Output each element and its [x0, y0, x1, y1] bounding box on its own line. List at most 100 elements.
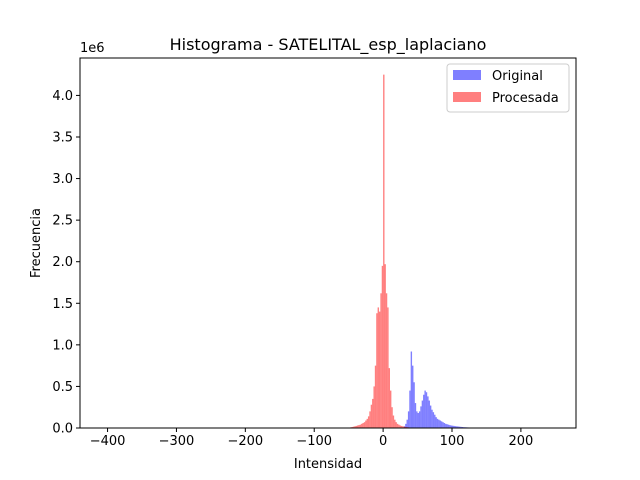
bar-procesada: [383, 74, 385, 428]
bar-procesada: [356, 425, 359, 428]
bar-procesada: [361, 423, 363, 428]
bar-original: [405, 423, 407, 428]
bar-procesada: [376, 313, 378, 428]
legend-swatch-procesada: [453, 92, 481, 102]
y-tick-label: 1.5: [52, 297, 73, 312]
bar-procesada: [380, 293, 382, 428]
x-axis-label: Intensidad: [294, 457, 362, 472]
bar-procesada: [381, 265, 384, 428]
y-tick-label: 3.0: [52, 172, 73, 187]
bar-procesada: [373, 386, 375, 428]
bar-original: [436, 418, 439, 428]
legend-label-original: Original: [492, 69, 543, 84]
bar-procesada: [362, 423, 364, 428]
bar-original: [457, 426, 459, 428]
bar-original: [450, 425, 452, 428]
y-tick-label: 2.5: [52, 214, 73, 229]
bar-original: [421, 400, 424, 428]
bar-original: [429, 405, 432, 428]
bar-original: [446, 424, 448, 428]
legend-swatch-original: [453, 70, 481, 80]
bar-procesada: [398, 424, 400, 428]
bar-original: [420, 406, 422, 428]
bar-procesada: [369, 411, 371, 428]
x-tick-label: −400: [90, 434, 126, 449]
bar-procesada: [392, 415, 395, 428]
x-tick-label: −200: [227, 434, 263, 449]
bar-original: [432, 412, 435, 428]
bar-original: [431, 409, 433, 428]
y-tick-label: 2.0: [52, 255, 73, 270]
bar-original: [453, 425, 455, 428]
x-axis-ticks: −400 −300 −200 −100 0 100 200: [90, 428, 533, 449]
x-tick-label: 0: [379, 434, 387, 449]
x-tick-label: 100: [440, 434, 465, 449]
bar-original: [407, 411, 410, 428]
bar-original: [428, 400, 430, 428]
bar-original: [434, 414, 436, 428]
y-axis-ticks: 0.0 0.5 1.0 1.5 2.0 2.5 3.0 3.5 4.0: [52, 89, 80, 437]
bar-original: [414, 403, 417, 428]
bar-procesada: [387, 307, 389, 428]
bar-procesada: [385, 293, 388, 428]
bar-procesada: [396, 423, 399, 428]
bar-procesada: [399, 425, 402, 428]
bar-procesada: [372, 398, 374, 428]
bar-original: [417, 413, 419, 428]
bar-original: [445, 423, 447, 428]
bars-group: [348, 74, 477, 428]
bar-procesada: [388, 368, 390, 428]
y-axis-label: Frecuencia: [29, 208, 44, 278]
bar-original: [418, 411, 421, 428]
bar-procesada: [394, 419, 396, 428]
y-tick-label: 0.0: [52, 422, 73, 437]
bar-original: [424, 390, 426, 428]
bar-original: [410, 351, 413, 428]
bar-original: [427, 396, 429, 428]
bar-procesada: [391, 407, 393, 428]
x-tick-label: −100: [296, 434, 332, 449]
bar-original: [452, 425, 454, 428]
plot-frame: [79, 57, 577, 429]
bar-procesada: [401, 425, 403, 428]
bar-original: [442, 422, 444, 428]
bar-procesada: [365, 420, 367, 428]
legend-label-procesada: Procesada: [492, 91, 559, 106]
bar-original: [423, 394, 425, 428]
bar-procesada: [395, 422, 397, 428]
bar-original: [456, 426, 458, 428]
bar-procesada: [378, 311, 381, 428]
bar-procesada: [352, 426, 355, 428]
bar-procesada: [354, 426, 356, 428]
bar-original: [460, 426, 462, 428]
bar-procesada: [377, 307, 379, 428]
y-offset-text: 1e6: [80, 41, 105, 56]
bar-procesada: [384, 264, 386, 428]
bar-procesada: [366, 418, 368, 428]
bar-original: [413, 382, 415, 428]
bar-procesada: [363, 422, 366, 428]
x-tick-label: 200: [508, 434, 533, 449]
bar-procesada: [390, 390, 392, 428]
legend: Original Procesada: [446, 63, 570, 113]
bar-original: [439, 420, 441, 428]
bar-procesada: [355, 425, 357, 428]
bar-procesada: [403, 426, 406, 428]
y-tick-label: 4.0: [52, 89, 73, 104]
bar-original: [447, 424, 450, 428]
bar-original: [443, 423, 446, 428]
bar-original: [416, 411, 418, 428]
chart-title: Histograma - SATELITAL_esp_laplaciano: [170, 35, 487, 55]
bar-procesada: [358, 425, 360, 428]
bar-original: [454, 426, 457, 428]
bar-procesada: [370, 404, 373, 428]
bar-original: [449, 425, 451, 428]
bar-original: [412, 365, 414, 428]
y-tick-label: 3.5: [52, 130, 73, 145]
bar-original: [406, 419, 408, 428]
bar-procesada: [374, 365, 377, 428]
bar-original: [435, 417, 437, 428]
x-tick-label: −300: [159, 434, 195, 449]
bar-original: [440, 421, 443, 428]
